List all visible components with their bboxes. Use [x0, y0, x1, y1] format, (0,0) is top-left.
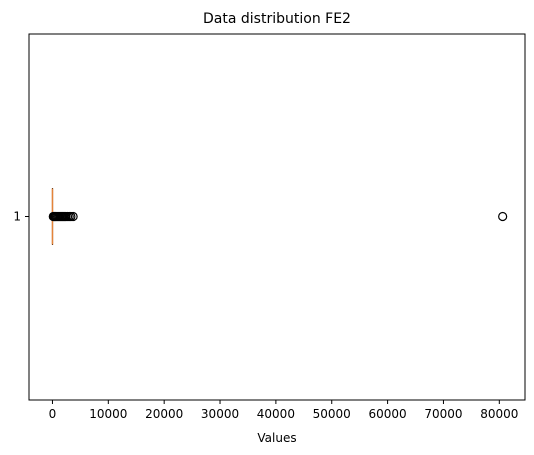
plot-area: 0 10000 20000 30000 40000 50000 60000 70000 8000…	[13, 33, 526, 421]
chart-title: Data distribution FE2	[203, 11, 351, 27]
x-tick-label: 70000	[424, 407, 462, 421]
x-tick-label: 10000	[89, 407, 127, 421]
x-tick-label: 30000	[201, 407, 239, 421]
axes-frame	[28, 33, 526, 401]
outlier-point	[68, 211, 78, 222]
y-tick-label: 1	[13, 210, 21, 224]
x-tick-label: 0	[49, 407, 57, 421]
y-axis: 1	[13, 210, 29, 224]
x-tick-label: 80000	[480, 407, 518, 421]
x-tick-label: 50000	[313, 407, 351, 421]
outlier-point	[498, 211, 508, 222]
x-axis: 0 10000 20000 30000 40000 50000 60000 70000 8000…	[49, 400, 518, 421]
x-tick-label: 40000	[257, 407, 295, 421]
x-tick-label: 20000	[145, 407, 183, 421]
x-axis-label: Values	[257, 431, 296, 445]
outlier-series	[48, 211, 508, 222]
x-tick-label: 60000	[369, 407, 407, 421]
